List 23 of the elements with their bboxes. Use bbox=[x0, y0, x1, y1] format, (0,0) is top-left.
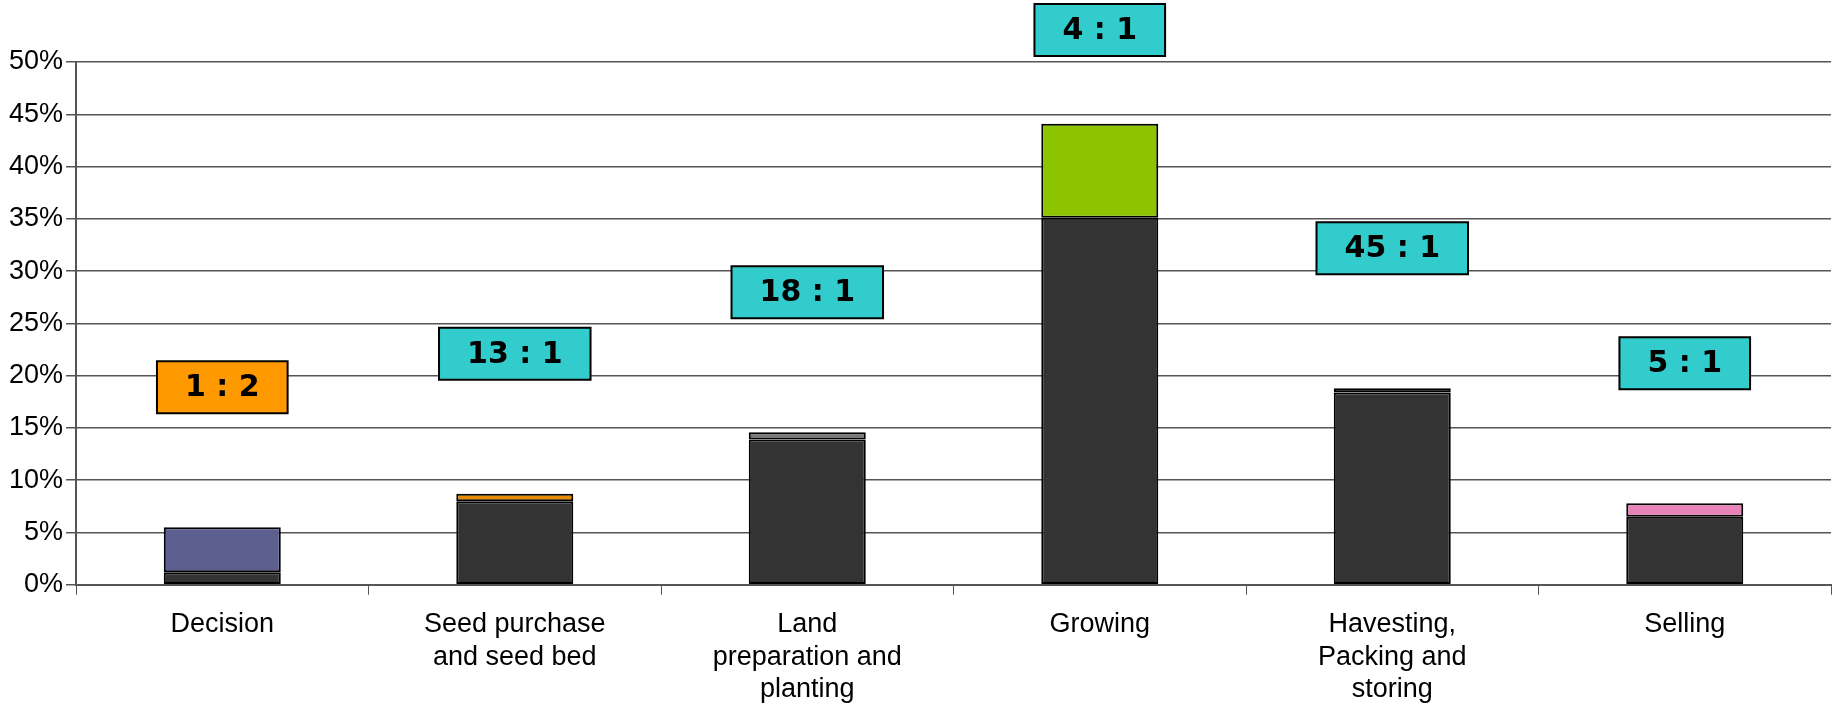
y-tick-label: 45% bbox=[8, 97, 64, 128]
y-tick-label: 5% bbox=[24, 515, 64, 546]
annotation: 18 : 1 bbox=[759, 272, 856, 308]
annotation: 13 : 1 bbox=[467, 334, 563, 370]
y-tick-label: 20% bbox=[8, 359, 64, 390]
y-tick-label: 30% bbox=[8, 254, 64, 285]
y-tick-label: 0% bbox=[24, 568, 64, 599]
x-tick-label: Decision bbox=[170, 608, 275, 639]
x-tick-label: Land preparation and planting bbox=[712, 608, 902, 704]
y-tick-label: 15% bbox=[8, 411, 64, 442]
annotation: 45 : 1 bbox=[1344, 229, 1441, 265]
y-tick-label: 25% bbox=[8, 306, 64, 337]
x-tick-label: Havesting, Packing and storing bbox=[1317, 608, 1467, 704]
x-tick-label: Seed purchase and seed bed bbox=[423, 608, 606, 671]
y-tick-label: 40% bbox=[8, 150, 64, 181]
x-tick-label: Growing bbox=[1049, 608, 1151, 639]
y-tick-label: 35% bbox=[8, 202, 64, 233]
annotation: 5 : 1 bbox=[1647, 344, 1723, 380]
annotation: 1 : 2 bbox=[184, 368, 260, 404]
y-tick-label: 50% bbox=[8, 45, 64, 76]
y-tick-label: 10% bbox=[8, 463, 64, 494]
text: 4 : 1 bbox=[1062, 10, 1138, 46]
x-tick-label: Selling bbox=[1644, 608, 1726, 639]
